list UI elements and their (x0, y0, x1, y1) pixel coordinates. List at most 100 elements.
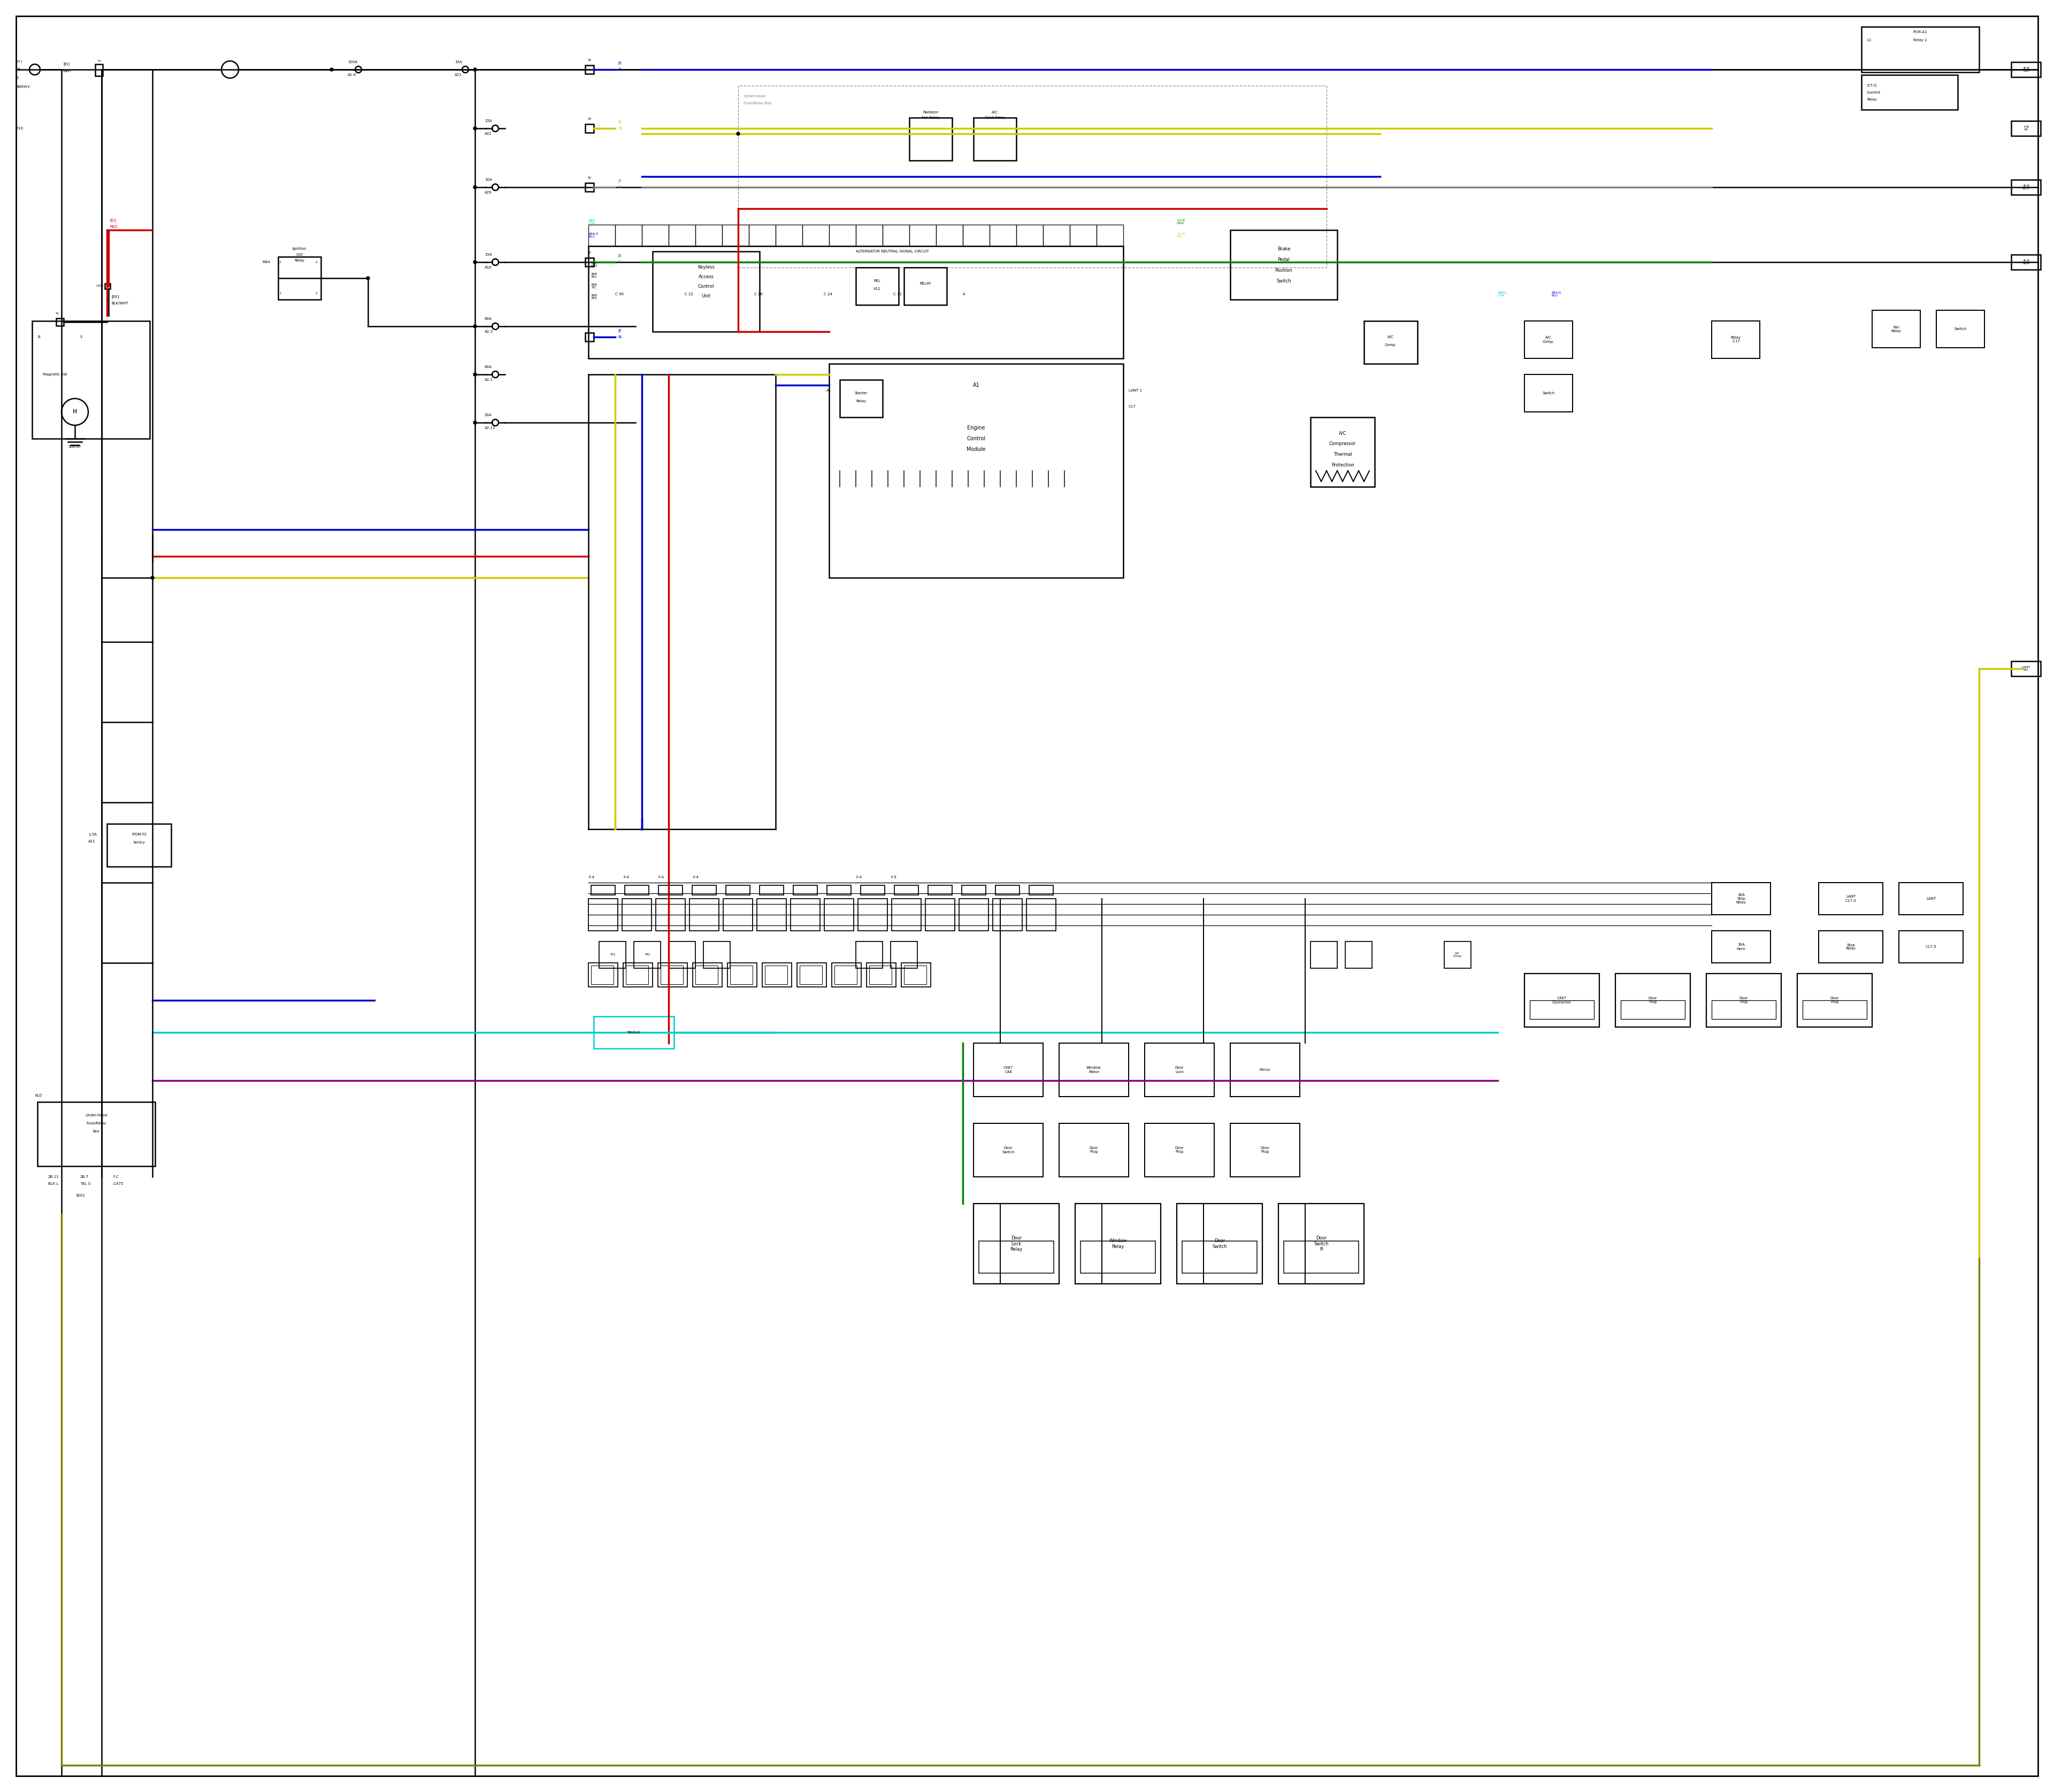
Text: Relay: Relay (294, 258, 304, 262)
Text: Keyless: Keyless (698, 265, 715, 271)
Bar (1310, 418, 1374, 487)
Bar (692, 962, 723, 987)
Text: BRK-8
BLU: BRK-8 BLU (1551, 292, 1561, 297)
Text: F10: F10 (16, 127, 23, 131)
Text: B: B (37, 335, 39, 339)
Text: 15A: 15A (485, 253, 491, 256)
Bar (776, 224, 803, 246)
Text: A11: A11 (88, 840, 97, 842)
Bar (1711, 1000, 1777, 1020)
Text: Stop
Relay: Stop Relay (1847, 943, 1857, 950)
Bar (729, 966, 752, 984)
Text: Door
Lock: Door Lock (1175, 1066, 1183, 1073)
Text: Door
Switch
R: Door Switch R (1315, 1236, 1329, 1251)
Text: BRB
BLU: BRB BLU (592, 272, 598, 278)
Bar (585, 258, 594, 267)
Text: T4: T4 (55, 312, 60, 315)
Text: A1-6: A1-6 (347, 73, 357, 77)
Text: F-4: F-4 (857, 876, 861, 878)
Text: Under-Hood: Under-Hood (744, 95, 766, 99)
Bar (1278, 1204, 1364, 1283)
Text: V11: V11 (873, 287, 881, 290)
Bar (1707, 973, 1781, 1027)
Bar (869, 966, 891, 984)
Bar (670, 224, 696, 246)
Text: LANT
C17-0: LANT C17-0 (1844, 896, 1857, 901)
Text: Relay: Relay (857, 400, 867, 403)
Bar (622, 898, 651, 930)
Text: M: M (72, 409, 78, 414)
Text: Control: Control (967, 435, 986, 441)
Circle shape (150, 575, 154, 579)
Bar (55, 319, 64, 326)
Text: C487
Connector: C487 Connector (1553, 996, 1571, 1004)
Text: 42: 42 (587, 251, 592, 254)
Text: 59: 59 (587, 118, 592, 120)
Bar (587, 224, 614, 246)
Text: D7-B
YEL: D7-B YEL (1177, 233, 1185, 238)
Bar (1614, 973, 1690, 1027)
Bar (94, 65, 103, 75)
Bar (799, 966, 822, 984)
Text: Window
Relay: Window Relay (1109, 1238, 1128, 1249)
Bar (1937, 310, 1984, 348)
Text: .C475: .C475 (113, 1183, 123, 1185)
Text: Door
Switch: Door Switch (1212, 1238, 1226, 1249)
Text: LANT
YEL: LANT YEL (2021, 667, 2031, 672)
Bar (1070, 224, 1097, 246)
Text: C 11: C 11 (893, 292, 902, 296)
Text: Unit: Unit (702, 294, 711, 299)
Text: C 22: C 22 (684, 292, 692, 296)
Bar (696, 224, 723, 246)
Circle shape (472, 127, 477, 131)
Text: Compressor: Compressor (1329, 441, 1356, 446)
Text: A2-3: A2-3 (485, 330, 493, 333)
Bar (1017, 224, 1043, 246)
Bar (891, 941, 918, 968)
Text: Door
Switch: Door Switch (1002, 1147, 1015, 1154)
Bar (1029, 885, 1054, 894)
Text: F-B
YR: F-B YR (2023, 125, 2029, 131)
Bar (592, 885, 614, 894)
Text: A16: A16 (485, 265, 493, 269)
Text: [E: [E (618, 120, 622, 124)
Text: IE-B
WHT: IE-B WHT (2023, 185, 2029, 190)
Bar (1711, 321, 1760, 358)
Text: LANT 1: LANT 1 (1128, 389, 1142, 392)
Text: Protection: Protection (1331, 462, 1354, 468)
Text: ALTERNATOR NEUTRAL SIGNAL CIRCUIT: ALTERNATOR NEUTRAL SIGNAL CIRCUIT (857, 249, 928, 253)
Text: C 24: C 24 (824, 292, 832, 296)
Bar (1711, 883, 1771, 914)
Text: Cond.Relay: Cond.Relay (984, 116, 1004, 120)
Bar (980, 1242, 1054, 1272)
Text: 2B-7: 2B-7 (80, 1176, 88, 1179)
Bar (725, 885, 750, 894)
Bar (961, 885, 986, 894)
Bar (861, 885, 885, 894)
Bar (641, 224, 670, 246)
Text: 15A: 15A (485, 120, 491, 122)
Text: 7-C: 7-C (113, 1176, 119, 1179)
Circle shape (472, 324, 477, 328)
Bar (857, 941, 883, 968)
Bar (793, 885, 817, 894)
Bar (832, 962, 861, 987)
Bar (1364, 321, 1417, 364)
Bar (1797, 973, 1871, 1027)
Bar (727, 962, 756, 987)
Bar (959, 898, 988, 930)
Bar (1080, 1242, 1154, 1272)
Bar (910, 224, 937, 246)
Bar (974, 1043, 1043, 1097)
Bar (797, 962, 826, 987)
Circle shape (366, 276, 370, 280)
Bar (659, 885, 682, 894)
Bar (824, 898, 854, 930)
Bar (277, 256, 320, 299)
Bar (1027, 898, 1056, 930)
Text: F-5: F-5 (891, 876, 896, 878)
Bar (762, 962, 791, 987)
Bar (1230, 229, 1337, 299)
Bar (587, 962, 618, 987)
Text: A1: A1 (974, 382, 980, 387)
